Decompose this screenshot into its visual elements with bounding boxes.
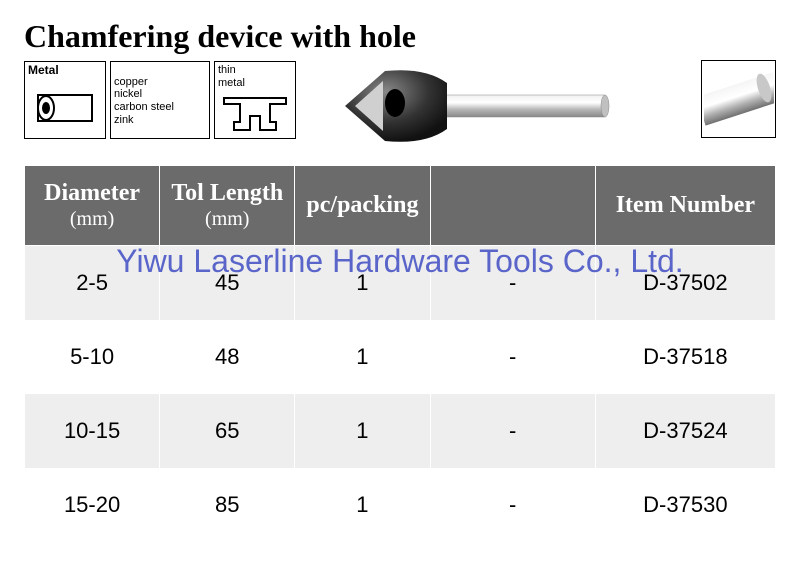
cell-item: D-37530 xyxy=(595,468,775,542)
cell-item: D-37524 xyxy=(595,394,775,468)
cell-diameter: 10-15 xyxy=(25,394,160,468)
material-label-copper: copper nickel carbon steel zink xyxy=(111,74,209,127)
cell-diameter: 2-5 xyxy=(25,245,160,320)
cell-length: 65 xyxy=(160,394,295,468)
cell-diameter: 15-20 xyxy=(25,468,160,542)
col-header-blank xyxy=(430,166,595,246)
cell-item: D-37518 xyxy=(595,320,775,394)
cell-packing: 1 xyxy=(295,468,430,542)
material-label-metal: Metal xyxy=(25,62,105,77)
cell-packing: 1 xyxy=(295,320,430,394)
page-title: Chamfering device with hole xyxy=(0,0,800,61)
material-box-thin-metal: thin metal xyxy=(214,61,296,139)
col-header-diameter: Diameter(mm) xyxy=(25,166,160,246)
cell-blank: - xyxy=(430,245,595,320)
col-header-length: Tol Length(mm) xyxy=(160,166,295,246)
table-row: 15-20 85 1 - D-37530 xyxy=(25,468,776,542)
col-header-packing: pc/packing xyxy=(295,166,430,246)
spec-table: Diameter(mm) Tol Length(mm) pc/packing I… xyxy=(24,165,776,542)
product-image-main xyxy=(320,61,620,151)
table-header-row: Diameter(mm) Tol Length(mm) pc/packing I… xyxy=(25,166,776,246)
material-box-metal: Metal xyxy=(24,61,106,139)
cell-length: 85 xyxy=(160,468,295,542)
cell-packing: 1 xyxy=(295,394,430,468)
table-row: 5-10 48 1 - D-37518 xyxy=(25,320,776,394)
cell-diameter: 5-10 xyxy=(25,320,160,394)
cell-length: 45 xyxy=(160,245,295,320)
material-box-copper: copper nickel carbon steel zink xyxy=(110,61,210,139)
cell-item: D-37502 xyxy=(595,245,775,320)
cell-blank: - xyxy=(430,394,595,468)
icon-row: Metal copper nickel carbon steel zink th… xyxy=(0,61,800,151)
col-header-item: Item Number xyxy=(595,166,775,246)
product-image-shank xyxy=(701,60,776,138)
table-row: 10-15 65 1 - D-37524 xyxy=(25,394,776,468)
material-label-thin: thin metal xyxy=(215,62,295,89)
cell-length: 48 xyxy=(160,320,295,394)
cell-blank: - xyxy=(430,320,595,394)
cell-blank: - xyxy=(430,468,595,542)
table-row: 2-5 45 1 - D-37502 xyxy=(25,245,776,320)
metal-pipe-icon xyxy=(25,77,105,138)
thin-metal-icon xyxy=(215,89,295,138)
cell-packing: 1 xyxy=(295,245,430,320)
